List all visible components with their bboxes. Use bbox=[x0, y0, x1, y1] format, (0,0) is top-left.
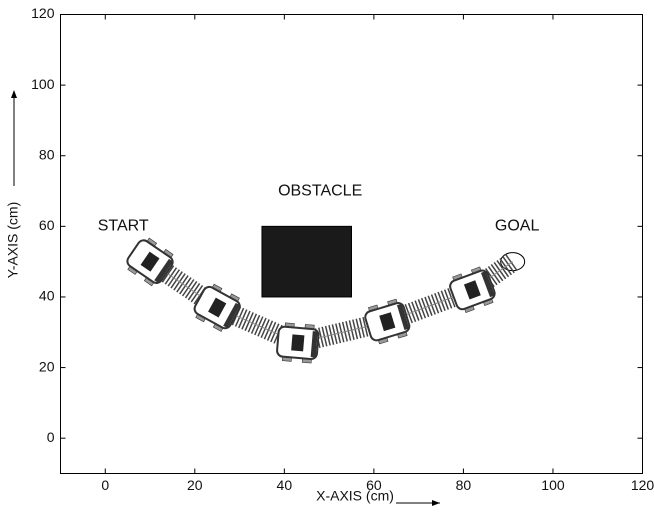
obstacle bbox=[262, 226, 352, 297]
annotation: START bbox=[98, 218, 149, 235]
y-tick-label: 120 bbox=[31, 5, 55, 21]
robot bbox=[276, 322, 319, 363]
x-tick-label: 100 bbox=[541, 477, 565, 493]
y-axis-arrowhead bbox=[11, 90, 17, 98]
x-tick-label: 80 bbox=[456, 477, 472, 493]
x-tick-label: 120 bbox=[631, 477, 654, 493]
y-tick-label: 40 bbox=[39, 288, 55, 304]
robot-core bbox=[291, 334, 304, 351]
y-tick-label: 20 bbox=[39, 358, 55, 374]
y-tick-label: 80 bbox=[39, 146, 55, 162]
robot bbox=[123, 235, 177, 289]
y-tick-label: 100 bbox=[31, 76, 55, 92]
x-tick-label: 0 bbox=[101, 477, 109, 493]
x-axis-arrowhead bbox=[432, 500, 440, 506]
annotation: GOAL bbox=[495, 218, 540, 235]
x-tick-label: 60 bbox=[366, 477, 382, 493]
x-axis-label: X-AXIS (cm) bbox=[316, 488, 394, 504]
y-tick-label: 60 bbox=[39, 217, 55, 233]
page: {"chart_data": {"type": "scatter", "xlab… bbox=[0, 0, 654, 514]
robot bbox=[363, 298, 412, 346]
chart: X-AXIS (cm) Y-AXIS (cm) 0 20 40 60 80 100 120 0… bbox=[0, 0, 654, 514]
y-tick-label: 0 bbox=[47, 429, 55, 445]
y-axis-label: Y-AXIS (cm) bbox=[5, 202, 21, 279]
robot bbox=[447, 265, 498, 315]
x-tick-label: 40 bbox=[277, 477, 293, 493]
x-tick-label: 20 bbox=[187, 477, 203, 493]
annotation: OBSTACLE bbox=[278, 182, 362, 199]
